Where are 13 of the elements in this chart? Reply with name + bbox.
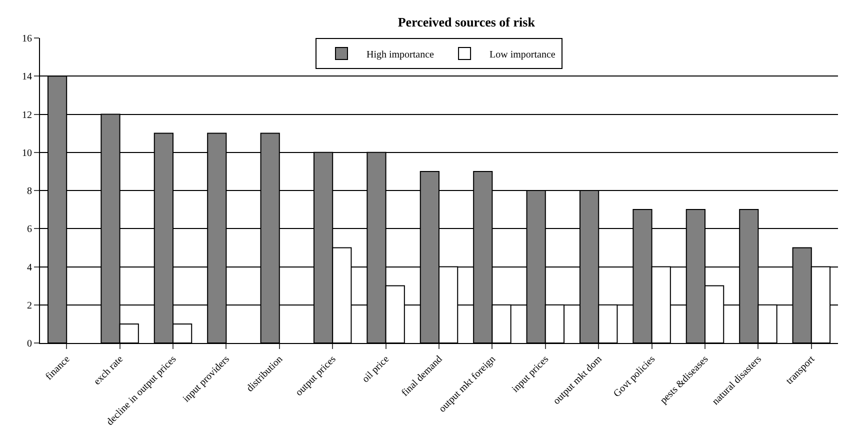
legend-label: Low importance	[490, 49, 556, 60]
chart-title: Perceived sources of risk	[398, 14, 536, 30]
y-tick-label: 4	[27, 262, 32, 274]
y-tick-label: 8	[27, 186, 32, 197]
y-tick-label: 10	[22, 148, 32, 159]
legend-label: High importance	[366, 49, 435, 60]
y-tick-label: 14	[22, 72, 32, 83]
y-tick-label: 6	[27, 224, 32, 236]
y-tick-label: 16	[22, 34, 32, 44]
y-tick-label: 2	[27, 300, 32, 312]
y-tick-label: 12	[22, 110, 32, 121]
x-tick-label: exch rate	[92, 353, 126, 388]
y-tick-label: 0	[27, 338, 32, 350]
